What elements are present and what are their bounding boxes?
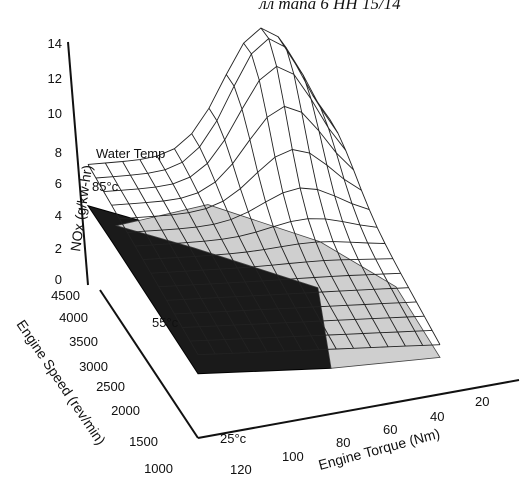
- surface-85c-gridline: [87, 27, 331, 165]
- z-axis-line: [67, 41, 89, 286]
- surface-label-25c: 25°c: [220, 431, 247, 446]
- surface-85c-gridline: [158, 272, 401, 288]
- torque-tick-label: 80: [336, 435, 350, 450]
- surface-85c-gridline: [295, 63, 406, 347]
- speed-tick-label: 2000: [111, 403, 140, 418]
- surface-85c-gridline: [208, 107, 320, 350]
- surface-85c-gridline: [197, 344, 441, 356]
- torque-tick-label: 120: [230, 462, 252, 477]
- torque-tick-label: 60: [383, 422, 397, 437]
- surface-85c-gridline: [277, 36, 389, 348]
- surface-85c-gridline: [182, 315, 425, 328]
- speed-tick-label: 3500: [69, 334, 98, 349]
- z-tick-label: 12: [48, 71, 62, 86]
- surface-85c-gridline: [329, 119, 441, 345]
- z-axis: 14 12 10 8 6 4 2 0 NOx (g/kw-hr): [48, 36, 96, 287]
- speed-tick-label: 2500: [96, 379, 125, 394]
- surface-85c-gridline: [150, 258, 393, 274]
- torque-tick-label: 20: [475, 394, 489, 409]
- surface-85c-gridline: [190, 329, 433, 342]
- surface-85c-gridline: [166, 287, 409, 301]
- surface-layers: [86, 27, 441, 375]
- header-text: лл mana 6 HH 15/14: [259, 0, 401, 13]
- z-tick-label: 0: [55, 272, 62, 287]
- surface-label-85c: 85°c: [92, 179, 119, 194]
- speed-axis-line: [99, 289, 199, 439]
- torque-axis-line: [197, 379, 520, 439]
- surface-85c-gridline: [103, 65, 347, 193]
- torque-tick-label: 100: [282, 449, 304, 464]
- z-tick-label: 2: [55, 241, 62, 256]
- water-temp-label: Water Temp: [96, 146, 165, 161]
- z-tick-label: 4: [55, 208, 62, 223]
- speed-tick-label: 1500: [129, 434, 158, 449]
- torque-axis: 120 100 80 60 40 20 Engine Torque (Nm): [197, 379, 520, 477]
- speed-tick-label: 4500: [51, 288, 80, 303]
- z-tick-label: 6: [55, 176, 62, 191]
- speed-tick-label: 1000: [144, 461, 173, 476]
- speed-tick-label: 4000: [59, 310, 88, 325]
- surface-85c-gridline: [260, 27, 372, 348]
- z-tick-label: 10: [48, 106, 62, 121]
- z-tick-label: 8: [55, 145, 62, 160]
- surface-label-55c: 55°c: [152, 315, 179, 330]
- z-tick-label: 14: [48, 36, 62, 51]
- surface-85c-gridline: [312, 94, 424, 346]
- speed-tick-label: 3000: [79, 359, 108, 374]
- surface-85c-gridline: [174, 301, 417, 315]
- torque-tick-label: 40: [430, 409, 444, 424]
- surface-85c-gridline: [225, 74, 337, 350]
- surface-85c-gridline: [243, 42, 354, 349]
